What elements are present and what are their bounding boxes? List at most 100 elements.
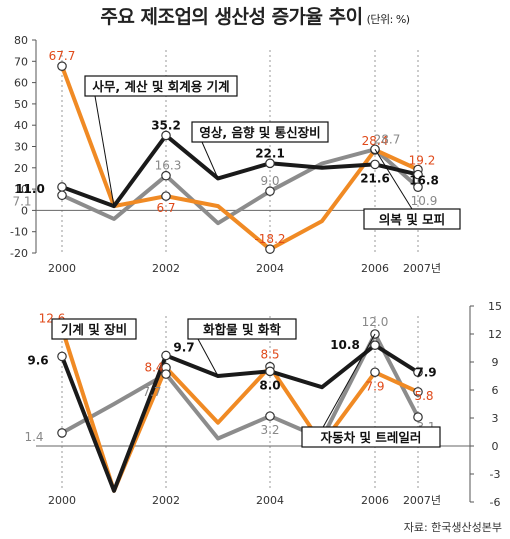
callout-box: [51, 318, 137, 340]
series-line-3: [60, 147, 420, 226]
y-tick-label: 20: [14, 162, 28, 175]
callout-leader: [201, 141, 219, 179]
data-point-marker: [413, 367, 423, 378]
y-tick-label: 15: [488, 300, 502, 313]
series-name-label: 기계 및 장비: [61, 322, 127, 337]
data-label: -18.2: [254, 232, 285, 246]
data-point-marker: [161, 369, 171, 379]
data-point-marker: [370, 367, 380, 378]
data-label: 7.9: [415, 365, 436, 379]
data-point-marker: [413, 169, 423, 180]
data-label: 9.0: [260, 174, 279, 188]
data-label: 21.6: [360, 171, 390, 185]
data-point-marker: [57, 351, 67, 362]
data-label: 16.3: [155, 159, 182, 173]
callout-leader: [197, 338, 219, 377]
y-tick-label: -6: [490, 496, 501, 509]
data-label: 1.4: [24, 430, 43, 444]
data-label: 28.7: [374, 132, 401, 146]
data-label: 8.5: [260, 348, 279, 362]
data-label: 35.2: [151, 118, 181, 132]
data-point-marker: [265, 158, 275, 169]
data-label: 28.4: [362, 134, 389, 148]
series-name-label: 영상, 음향 및 통신장비: [199, 125, 320, 140]
x-tick-label: 2007년: [403, 262, 441, 275]
chart-title: 주요 제조업의 생산성 증가율 추이 (단위: %): [0, 2, 510, 29]
series-name-label: 자동차 및 트레일러: [321, 430, 422, 445]
title-text: 주요 제조업의 생산성 증가율 추이: [100, 6, 363, 28]
data-label: 10.8: [330, 338, 360, 352]
data-label: 8.4: [144, 361, 163, 375]
y-tick-label: -3: [490, 468, 501, 481]
data-label: 9.7: [173, 340, 194, 354]
x-tick-label: 2000: [48, 262, 76, 275]
y-tick-label: 70: [14, 55, 28, 68]
source-note: 자료: 한국생산성본부: [403, 521, 502, 534]
y-tick-label: 0: [492, 440, 499, 453]
data-label: 3.2: [260, 423, 279, 437]
x-tick-label: 2004: [256, 494, 284, 507]
data-point-marker: [265, 244, 275, 254]
series-line-2: [60, 133, 420, 209]
x-tick-label: 2006: [361, 262, 389, 275]
data-point-marker: [161, 350, 171, 361]
x-tick-label: 2002: [152, 494, 180, 507]
data-label: 6.7: [156, 201, 175, 215]
x-tick-label: 2007년: [403, 494, 441, 507]
data-label: 7.7: [142, 385, 161, 399]
series-line-1: [60, 64, 420, 252]
data-point-marker: [161, 191, 171, 201]
y-tick-label: 60: [14, 77, 28, 90]
callout-box: [191, 121, 329, 143]
data-label: 9.6: [27, 353, 48, 367]
callout-box: [301, 426, 441, 448]
data-label: 22.1: [255, 146, 285, 160]
callout-box: [84, 75, 238, 97]
y-tick-label: 10: [14, 183, 28, 196]
unit-text: (단위: %): [366, 13, 410, 26]
data-label: 7.1: [12, 194, 31, 208]
data-label: 19.2: [409, 154, 436, 168]
data-point-marker: [370, 159, 380, 170]
data-point-marker: [161, 130, 171, 141]
x-tick-label: 2004: [256, 262, 284, 275]
data-label: 10.9: [411, 194, 438, 208]
data-point-marker: [265, 186, 275, 197]
data-point-marker: [161, 170, 171, 181]
x-tick-label: 2006: [361, 494, 389, 507]
data-point-marker: [57, 182, 67, 192]
data-label: 11.0: [15, 182, 45, 196]
data-label: 5.8: [414, 389, 433, 403]
series-name-label: 화합물 및 화학: [203, 322, 281, 337]
y-tick-label: 50: [14, 98, 28, 111]
data-point-marker: [265, 366, 275, 377]
data-point-marker: [413, 412, 423, 422]
y-tick-label: 12: [488, 328, 502, 341]
callout-box: [187, 318, 297, 340]
y-tick-label: 40: [14, 119, 28, 132]
y-tick-label: 80: [14, 34, 28, 47]
data-point-marker: [265, 411, 275, 421]
y-tick-label: -10: [10, 226, 28, 239]
data-label: 7.9: [365, 379, 384, 393]
series-line-2: [60, 343, 420, 493]
y-tick-label: 30: [14, 141, 28, 154]
callout-box: [363, 208, 461, 230]
y-tick-label: 3: [492, 412, 499, 425]
x-tick-label: 2002: [152, 262, 180, 275]
y-tick-label: 6: [492, 384, 499, 397]
data-label: 8.0: [259, 378, 280, 392]
data-label: 67.7: [49, 49, 76, 63]
data-point-marker: [57, 190, 67, 201]
data-point-marker: [413, 387, 423, 397]
y-tick-label: 0: [21, 204, 28, 217]
data-point-marker: [370, 340, 380, 350]
y-tick-label: -20: [10, 247, 28, 260]
data-point-marker: [57, 428, 67, 438]
callout-leader: [374, 149, 413, 210]
series-name-label: 의복 및 모피: [379, 212, 445, 227]
data-point-marker: [57, 61, 67, 71]
data-label: 12.0: [362, 315, 389, 329]
x-tick-label: 2000: [48, 494, 76, 507]
